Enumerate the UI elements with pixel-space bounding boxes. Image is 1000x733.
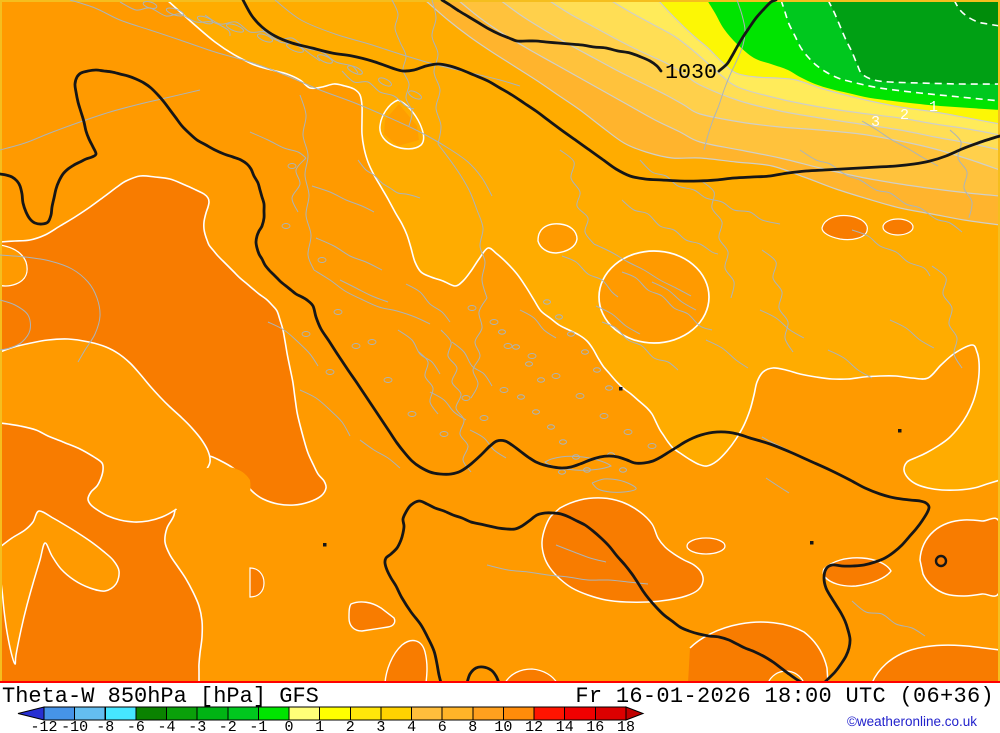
svg-text:8: 8 <box>468 719 477 733</box>
svg-text:-6: -6 <box>127 719 145 733</box>
svg-text:6: 6 <box>438 719 447 733</box>
svg-text:2: 2 <box>900 107 909 124</box>
svg-text:1: 1 <box>315 719 324 733</box>
svg-text:1: 1 <box>929 99 938 116</box>
svg-text:16: 16 <box>586 719 604 733</box>
svg-text:4: 4 <box>407 719 416 733</box>
svg-text:-10: -10 <box>61 719 88 733</box>
svg-text:14: 14 <box>556 719 574 733</box>
svg-text:3: 3 <box>376 719 385 733</box>
svg-text:2: 2 <box>346 719 355 733</box>
svg-text:1030: 1030 <box>665 62 717 85</box>
svg-text:-4: -4 <box>157 719 175 733</box>
svg-text:0: 0 <box>284 719 293 733</box>
svg-text:10: 10 <box>494 719 512 733</box>
svg-text:3: 3 <box>871 114 880 131</box>
svg-text:-1: -1 <box>249 719 267 733</box>
svg-text:-3: -3 <box>188 719 206 733</box>
svg-text:-2: -2 <box>219 719 237 733</box>
svg-text:-8: -8 <box>96 719 114 733</box>
svg-text:18: 18 <box>617 719 635 733</box>
svg-text:12: 12 <box>525 719 543 733</box>
svg-text:-12: -12 <box>30 719 57 733</box>
